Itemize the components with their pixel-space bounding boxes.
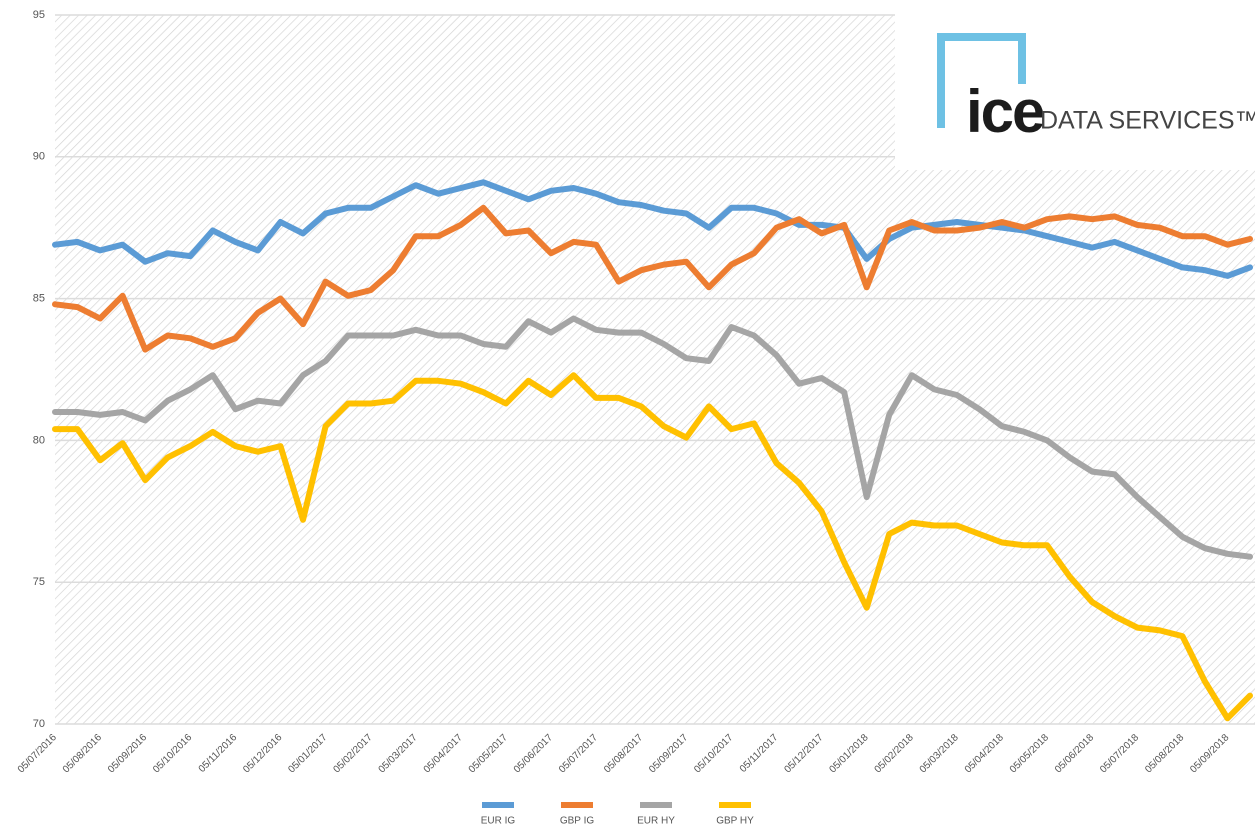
legend-label: EUR IG xyxy=(481,816,516,827)
x-tick-label: 05/08/2017 xyxy=(602,732,645,775)
x-tick-label: 05/04/2017 xyxy=(422,732,465,775)
x-tick-label: 05/11/2017 xyxy=(738,732,781,775)
logo-text: DATA SERVICES™ xyxy=(1040,107,1255,135)
x-tick-label: 05/10/2016 xyxy=(151,732,194,775)
x-tick-label: 05/02/2018 xyxy=(873,732,916,775)
x-tick-label: 05/11/2016 xyxy=(197,732,240,775)
series-line xyxy=(52,179,1253,279)
x-tick-label: 05/05/2017 xyxy=(467,732,510,775)
x-tick-label: 05/02/2017 xyxy=(331,732,374,775)
y-tick-label: 75 xyxy=(33,576,45,588)
x-tick-label: 05/04/2018 xyxy=(963,732,1006,775)
legend-label: GBP HY xyxy=(716,816,754,827)
logo-mark: ice xyxy=(966,78,1044,145)
x-tick-label: 05/01/2017 xyxy=(286,732,329,775)
x-tick-label: 05/07/2016 xyxy=(16,732,59,775)
x-tick-label: 05/08/2016 xyxy=(61,732,104,775)
x-tick-label: 05/05/2018 xyxy=(1008,732,1051,775)
series-line xyxy=(52,372,1253,722)
x-tick-label: 05/07/2017 xyxy=(557,732,600,775)
x-tick-label: 05/09/2018 xyxy=(1188,732,1231,775)
x-tick-label: 05/09/2017 xyxy=(647,732,690,775)
legend-label: EUR HY xyxy=(637,816,675,827)
x-tick-label: 05/03/2018 xyxy=(918,732,961,775)
x-tick-label: 05/12/2016 xyxy=(241,732,284,775)
legend-label: GBP IG xyxy=(560,816,594,827)
x-tick-label: 05/06/2018 xyxy=(1053,732,1096,775)
y-tick-label: 70 xyxy=(33,718,45,730)
x-tick-label: 05/06/2017 xyxy=(512,732,555,775)
y-tick-label: 85 xyxy=(33,293,45,305)
y-tick-label: 95 xyxy=(33,9,45,21)
logo-box xyxy=(895,0,1255,170)
y-tick-label: 80 xyxy=(33,434,45,446)
x-tick-label: 05/07/2018 xyxy=(1098,732,1141,775)
x-tick-label: 05/03/2017 xyxy=(377,732,420,775)
logo-bracket xyxy=(937,33,1026,128)
y-tick-label: 90 xyxy=(33,151,45,163)
x-tick-label: 05/08/2018 xyxy=(1143,732,1186,775)
x-tick-label: 05/09/2016 xyxy=(106,732,149,775)
x-tick-label: 05/12/2017 xyxy=(782,732,825,775)
x-tick-label: 05/01/2018 xyxy=(828,732,871,775)
series-line xyxy=(52,204,1253,353)
x-tick-label: 05/10/2017 xyxy=(692,732,735,775)
series-line xyxy=(52,315,1253,560)
